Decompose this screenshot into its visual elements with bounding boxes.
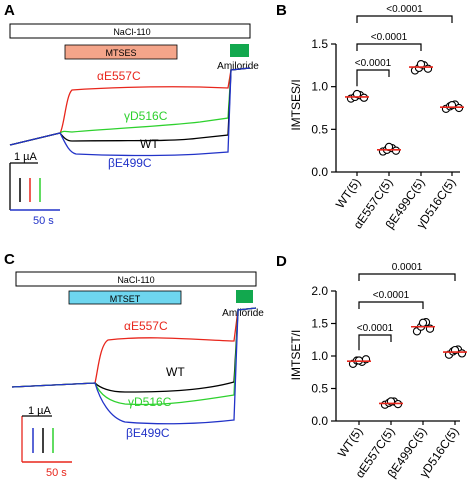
panel-d-data-point [418, 318, 428, 327]
panel-c-nacl-bar [15, 271, 257, 287]
panel-b-significance-bracket [356, 43, 422, 51]
panel-a-mtses-label: MTSES [105, 48, 136, 58]
panel-a-trace-beta [9, 67, 251, 157]
panel-c-trace-wt [11, 307, 257, 393]
panel-d-letter: D [276, 253, 287, 270]
panel-a-trace-wt [9, 67, 251, 146]
panel-d-significance-bracket [358, 273, 456, 281]
panel-c-amiloride-bar [236, 290, 253, 303]
panel-b-y-tick-label: 0.5 [311, 122, 328, 136]
panel-c-trace-gamma [11, 307, 257, 406]
panel-d-x-tick-label: WT(5) [335, 425, 366, 460]
panel-d-y-tick-label: 1.5 [311, 317, 328, 331]
panel-a-mtses-bar [64, 44, 178, 60]
panel-a-amiloride-label: Amiloride [217, 61, 259, 72]
panel-b-data-point [423, 64, 433, 73]
panel-c-mtset-bar [68, 290, 182, 305]
panel-d: D 0.00.51.01.52.0IMTSET/IWT(5)αE557C(5)β… [276, 253, 467, 480]
panel-c-scale-bar: 1 µA 50 s [21, 405, 72, 479]
panel-b-significance-label: <0.0001 [371, 32, 408, 43]
panel-d-significance-bracket [358, 301, 424, 309]
panel-c-amiloride-label: Amiloride [222, 308, 264, 319]
panel-b-significance-label: <0.0001 [386, 4, 423, 15]
panel-b-y-axis-label: IMTSES/I [289, 79, 303, 130]
panel-d-significance-bracket [358, 334, 392, 351]
panel-d-y-tick-label: 0.5 [311, 382, 328, 396]
panel-d-significance-label: 0.0001 [392, 262, 423, 273]
panel-c-trace-beta [11, 307, 257, 425]
panel-c-mtset-label: MTSET [110, 294, 141, 304]
panel-b-data-point [359, 93, 369, 102]
panel-b-chart: 0.00.51.01.5IMTSES/IWT(5)αE557C(5)βE499C… [289, 4, 464, 231]
panel-a-scale-bar: 1 µA 50 s [9, 151, 60, 227]
panel-a-nacl-bar [9, 23, 251, 39]
panel-c-label-wt: WT [166, 365, 185, 379]
panel-a-label-gamma: γD516C [124, 109, 168, 123]
panel-b-y-tick-label: 1.0 [311, 80, 328, 94]
panel-a-scale-current: 1 µA [14, 151, 38, 163]
panel-c-scale-current: 1 µA [28, 405, 52, 417]
panel-c-nacl-label: NaCl-110 [117, 275, 154, 285]
panel-c: C NaCl-110 MTSET Amiloride αE557C WT γD5… [4, 251, 264, 479]
panel-d-y-tick-label: 2.0 [311, 284, 328, 298]
panel-b-significance-bracket [356, 15, 453, 23]
panel-a-trace-gamma [9, 67, 251, 146]
panel-a: A NaCl-110 MTSES Amiloride αE557C γD516C… [4, 2, 259, 227]
panel-b-y-tick-label: 1.5 [311, 37, 328, 51]
panel-a-label-wt: WT [140, 137, 159, 151]
panel-c-trace-alpha [11, 307, 257, 388]
panel-c-label-beta: βE499C [126, 426, 170, 440]
panel-d-y-tick-label: 0.0 [311, 414, 328, 428]
panel-b-significance-label: <0.0001 [355, 58, 392, 69]
panel-a-letter: A [4, 2, 15, 19]
panel-d-significance-label: <0.0001 [373, 290, 410, 301]
panel-c-scale-time: 50 s [46, 467, 67, 479]
panel-a-trace-alpha [9, 67, 251, 146]
panel-b-significance-bracket [356, 69, 390, 87]
panel-d-y-tick-label: 1.0 [311, 349, 328, 363]
panel-b-y-tick-label: 0.0 [311, 165, 328, 179]
panel-b-data-point [391, 146, 401, 155]
panel-c-label-alpha: αE557C [124, 319, 168, 333]
panel-b-data-point [454, 103, 464, 113]
panel-b-x-tick-label: WT(5) [333, 176, 364, 211]
panel-c-letter: C [4, 251, 15, 268]
panel-a-label-beta: βE499C [108, 156, 152, 170]
panel-a-nacl-label: NaCl-110 [113, 27, 150, 37]
panel-c-label-gamma: γD516C [128, 395, 172, 409]
panel-d-data-point [457, 349, 467, 358]
panel-b-letter: B [276, 2, 287, 19]
panel-d-significance-label: <0.0001 [357, 323, 394, 334]
panel-b: B 0.00.51.01.5IMTSES/IWT(5)αE557C(5)βE49… [276, 2, 464, 231]
panel-a-scale-time: 50 s [33, 215, 54, 227]
panel-a-amiloride-bar [230, 44, 249, 57]
panel-d-chart: 0.00.51.01.52.0IMTSET/IWT(5)αE557C(5)βE4… [289, 262, 467, 480]
panel-d-y-axis-label: IMTSET/I [289, 330, 303, 381]
panel-a-label-alpha: αE557C [97, 69, 141, 83]
